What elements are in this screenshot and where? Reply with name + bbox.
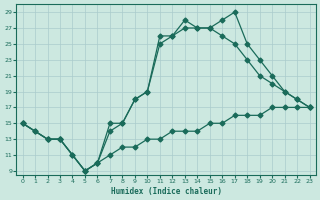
X-axis label: Humidex (Indice chaleur): Humidex (Indice chaleur) <box>111 187 221 196</box>
